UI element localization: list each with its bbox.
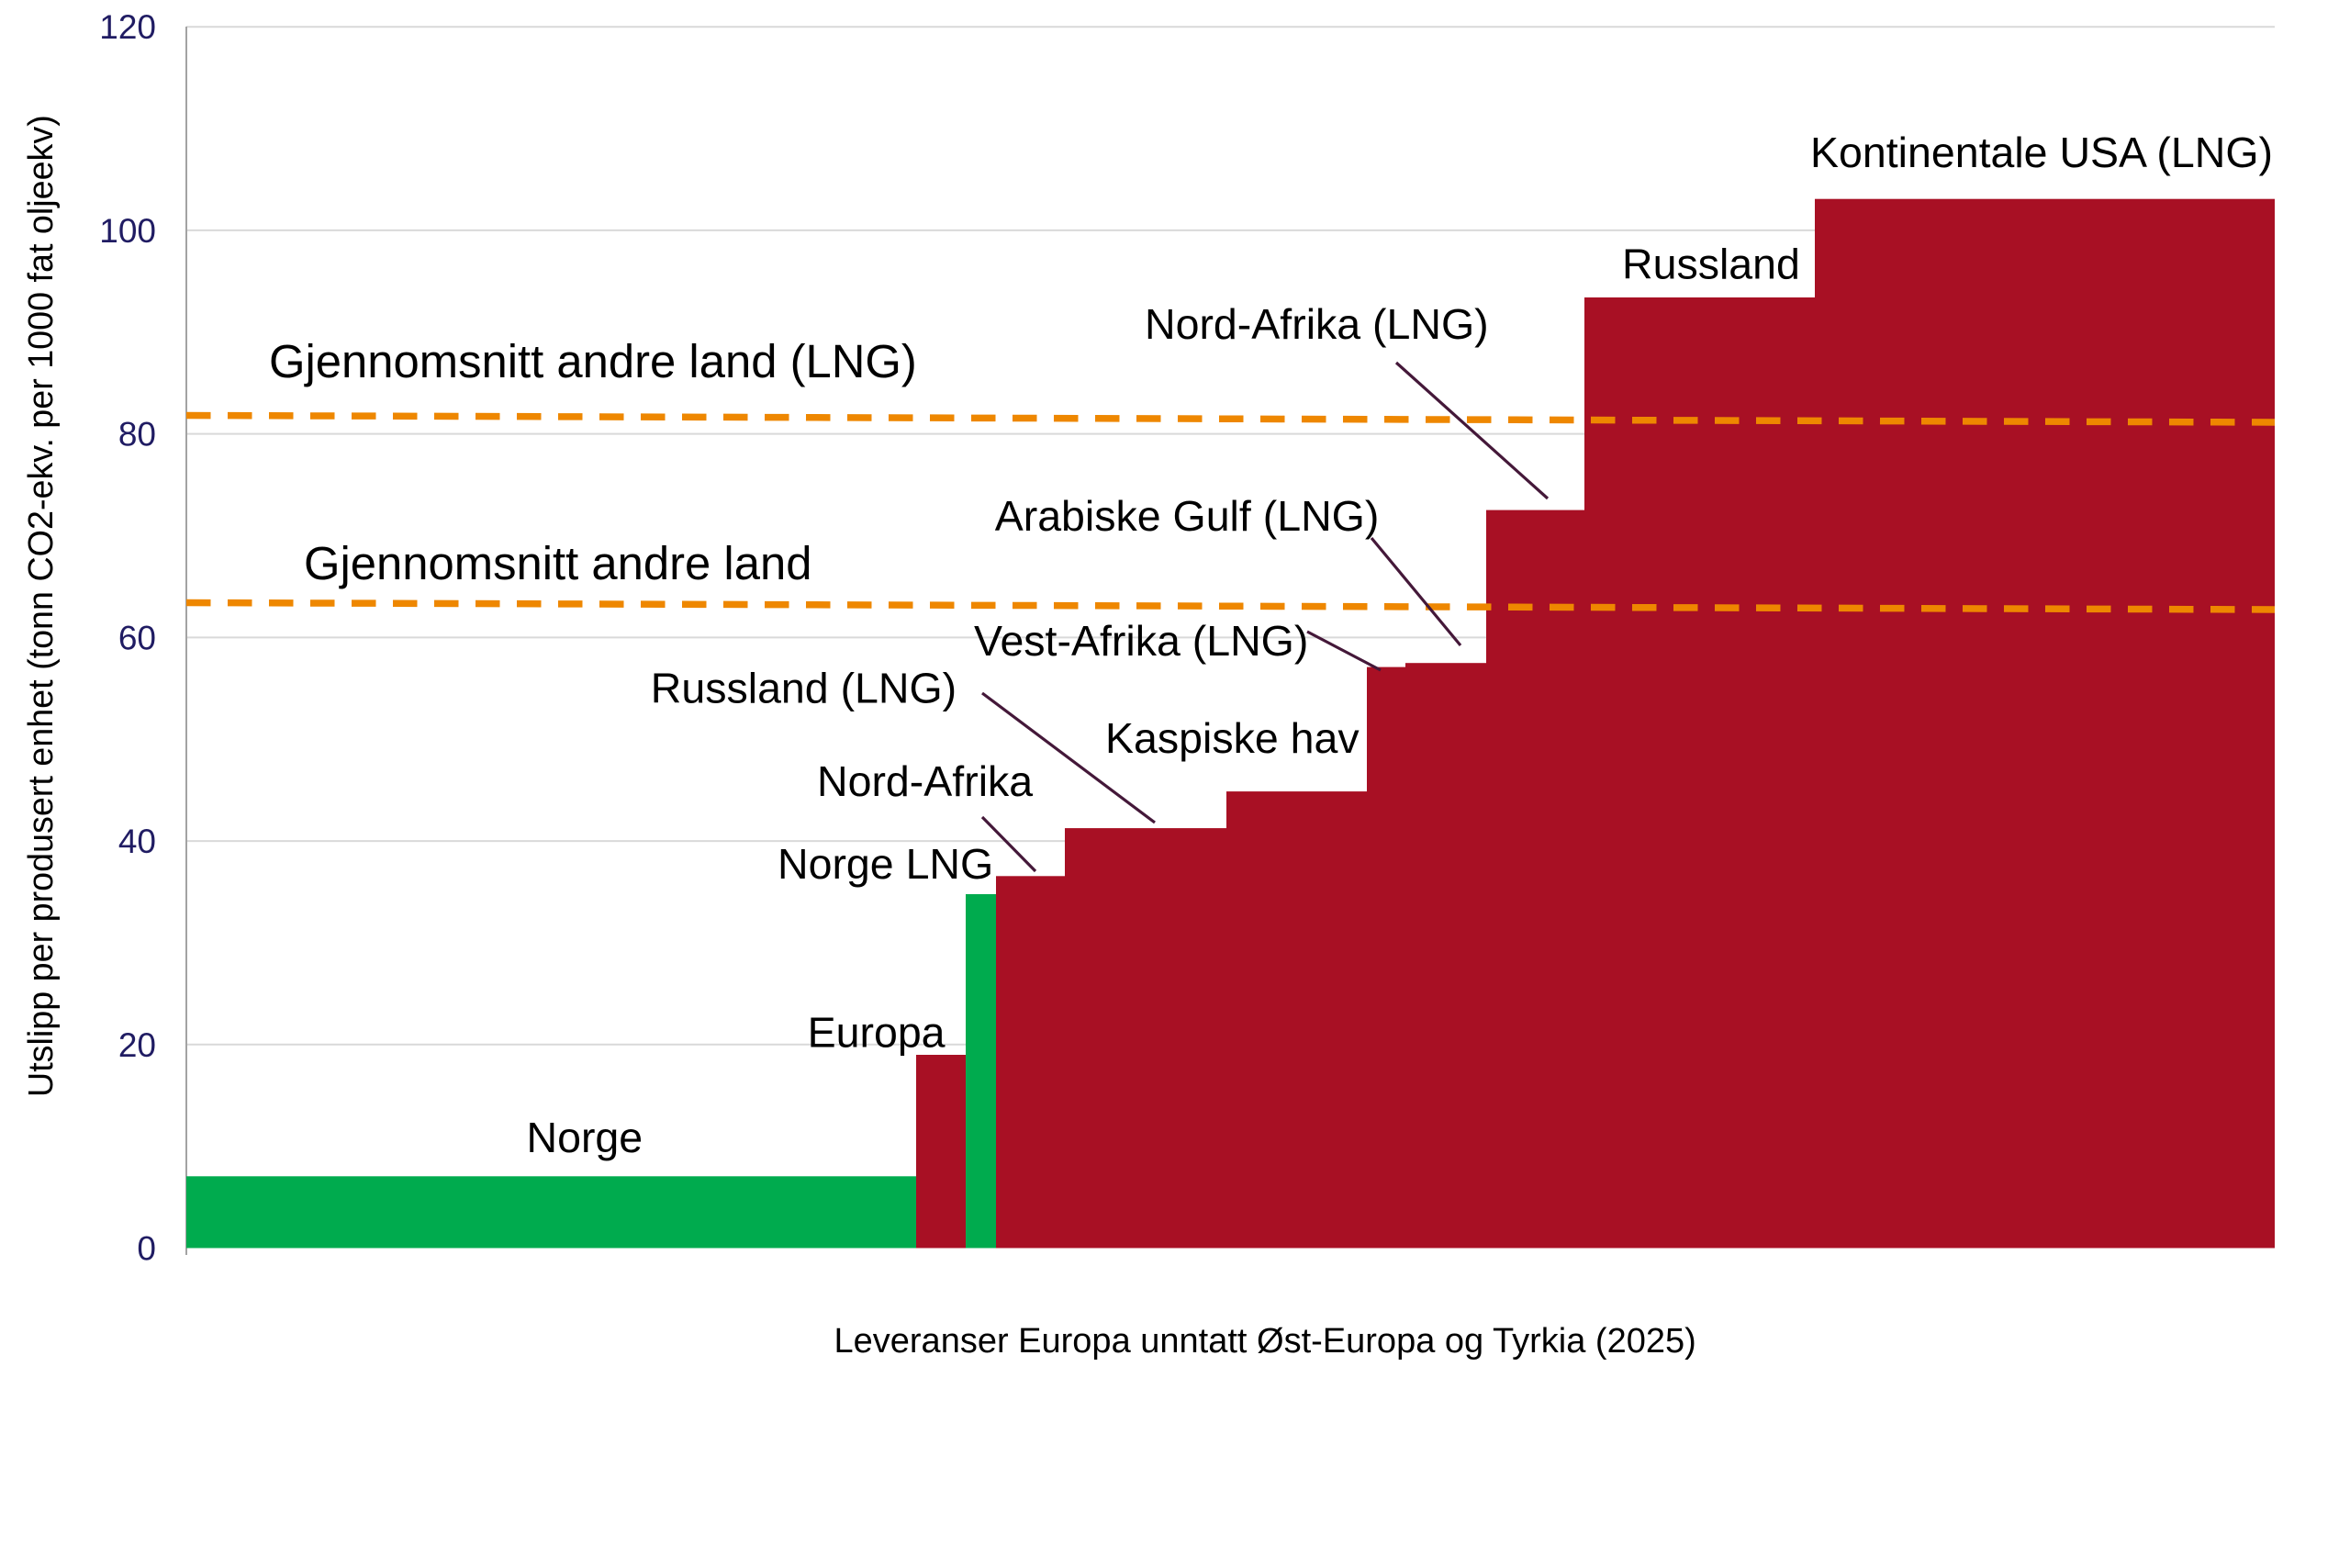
svg-text:Gjennomsnitt andre land: Gjennomsnitt andre land bbox=[304, 537, 811, 589]
svg-text:100: 100 bbox=[99, 212, 156, 250]
svg-text:Arabiske Gulf (LNG): Arabiske Gulf (LNG) bbox=[995, 492, 1380, 540]
svg-text:Norge LNG: Norge LNG bbox=[778, 840, 993, 888]
svg-text:Russland: Russland bbox=[1622, 241, 1800, 288]
svg-text:Kaspiske hav: Kaspiske hav bbox=[1105, 714, 1360, 762]
svg-text:Utslipp per produsert enhet (t: Utslipp per produsert enhet (tonn CO2-ek… bbox=[21, 115, 60, 1097]
svg-text:40: 40 bbox=[118, 823, 156, 860]
svg-text:Nord-Afrika (LNG): Nord-Afrika (LNG) bbox=[1145, 300, 1489, 348]
svg-text:60: 60 bbox=[118, 619, 156, 656]
svg-text:Nord-Afrika: Nord-Afrika bbox=[817, 757, 1033, 805]
svg-text:0: 0 bbox=[137, 1230, 156, 1268]
svg-text:20: 20 bbox=[118, 1026, 156, 1064]
svg-text:Europa: Europa bbox=[808, 1008, 946, 1056]
svg-text:Russland (LNG): Russland (LNG) bbox=[651, 665, 957, 712]
svg-text:Kontinentale USA (LNG): Kontinentale USA (LNG) bbox=[1810, 129, 2273, 176]
svg-text:Gjennomsnitt andre land (LNG): Gjennomsnitt andre land (LNG) bbox=[269, 335, 917, 387]
svg-text:Vest-Afrika (LNG): Vest-Afrika (LNG) bbox=[974, 617, 1308, 665]
svg-text:Norge: Norge bbox=[527, 1114, 643, 1161]
svg-text:120: 120 bbox=[99, 8, 156, 46]
svg-text:Leveranser Europa unntatt Øst-: Leveranser Europa unntatt Øst-Europa og … bbox=[834, 1322, 1696, 1361]
svg-text:80: 80 bbox=[118, 416, 156, 454]
